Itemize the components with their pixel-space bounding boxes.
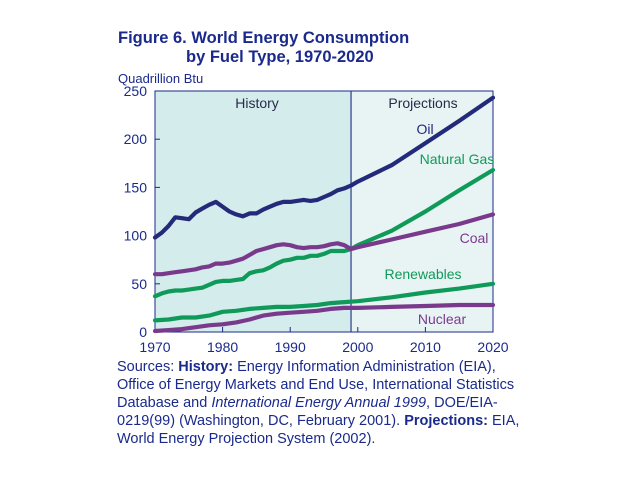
sources-projections-label: Projections:	[404, 413, 488, 429]
y-axis-unit-label: Quadrillion Btu	[118, 71, 204, 86]
sources-note: Sources: History: Energy Information Adm…	[117, 358, 527, 448]
sources-history-text-2: , DOE/EIA-0219(99) (Washington, DC, Febr…	[117, 395, 498, 429]
x-tick-label: 2000	[342, 339, 373, 355]
chart-title-line-1: Figure 6. World Energy Consumption	[118, 29, 410, 47]
x-tick-label: 1990	[275, 339, 306, 355]
sources-projections-text: EIA, World Energy Projection System (200…	[117, 413, 520, 447]
x-tick-label: 1970	[139, 339, 170, 355]
projections-region-label: Projections	[388, 95, 457, 111]
sources-prefix: Sources:	[117, 359, 179, 375]
y-tick-label: 150	[124, 179, 148, 195]
y-tick-label: 200	[124, 131, 148, 147]
chart-title-line-2: by Fuel Type, 1970-2020	[186, 48, 374, 66]
series-line-coal	[152, 212, 496, 277]
x-tick-label: 2010	[410, 339, 441, 355]
series-line-oil	[152, 95, 496, 240]
y-tick-label: 100	[124, 228, 148, 244]
series-line-nuclear	[152, 302, 496, 334]
sources-history-italic: International Energy Annual 1999	[211, 395, 427, 411]
y-tick-label: 250	[124, 83, 148, 99]
sources-history-label: History:	[178, 359, 234, 375]
series-label-coal: Coal	[460, 230, 489, 246]
series-label-natural-gas: Natural Gas	[420, 151, 495, 167]
plot-frame	[154, 90, 494, 333]
y-tick-label: 50	[131, 276, 147, 292]
chart-title: Figure 6. World Energy Consumption by Fu…	[118, 29, 538, 67]
sources-history-text-1: Energy Information Administration (EIA),…	[117, 359, 515, 411]
series-label-renewables: Renewables	[384, 266, 461, 282]
history-region-label: History	[235, 95, 279, 111]
series-label-oil: Oil	[416, 121, 433, 137]
x-tick-label: 2020	[477, 339, 508, 355]
x-tick-label: 1980	[207, 339, 238, 355]
series-line-natural-gas	[152, 167, 496, 299]
series-label-nuclear: Nuclear	[418, 311, 467, 327]
y-tick-label: 0	[139, 324, 147, 340]
series-line-renewables	[152, 281, 496, 323]
